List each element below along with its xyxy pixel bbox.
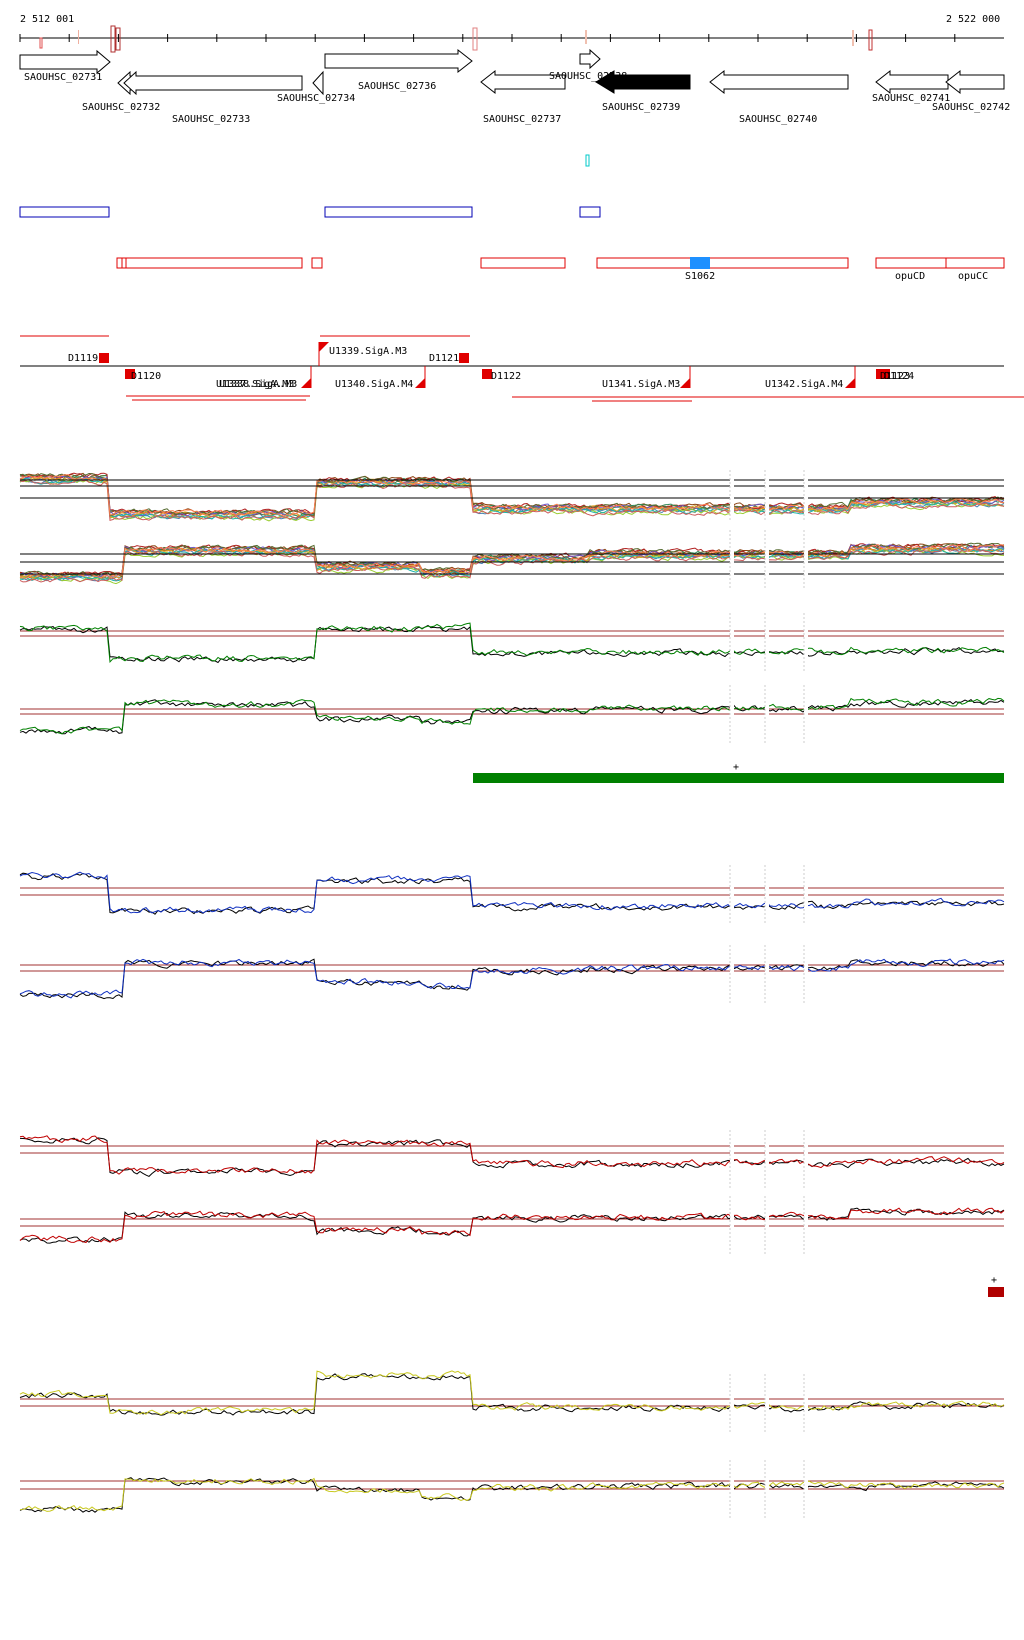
red-feature[interactable] — [596, 257, 849, 269]
red-feature-track: S1062 opuCD opuCC — [116, 257, 1005, 282]
gene-label: SAOUHSC_02731 — [24, 72, 102, 83]
red-reverse-track — [19, 1196, 1005, 1256]
blue-feature[interactable] — [19, 206, 110, 218]
segment-label: D1124 — [884, 371, 914, 382]
segment-label: D1123 — [880, 371, 910, 382]
gene-label: SAOUHSC_02742 — [932, 102, 1010, 113]
gene-saouhsc-02734[interactable]: SAOUHSC_02734 — [277, 70, 355, 104]
yellow-forward-track — [19, 1370, 1005, 1434]
ruler-ticks — [19, 34, 956, 42]
opucc-feature[interactable] — [945, 257, 1005, 269]
gene-label: SAOUHSC_02737 — [483, 114, 561, 125]
s1062-label: S1062 — [685, 271, 715, 282]
segment-label: D1121 — [429, 353, 459, 364]
gene-saouhsc-02742[interactable]: SAOUHSC_02742 — [932, 69, 1010, 113]
yellow-reverse-track — [19, 1460, 1005, 1520]
green-significance-track: + — [473, 762, 1004, 783]
gene-saouhsc-02739[interactable]: SAOUHSC_02739 — [595, 70, 691, 113]
opucd-label: opuCD — [895, 271, 925, 282]
gene-saouhsc-02737[interactable]: SAOUHSC_02737 — [480, 69, 566, 125]
red-significance-track: + — [988, 1275, 1004, 1297]
gene-label: SAOUHSC_02740 — [739, 114, 817, 125]
segment-label: D1122 — [491, 371, 521, 382]
green-plus-marker: + — [733, 762, 739, 773]
blue-forward-track — [19, 865, 1005, 925]
segment-label: D1119 — [68, 353, 98, 364]
gene-saouhsc-02738[interactable]: SAOUHSC_02738 — [549, 48, 627, 82]
red-feature[interactable] — [311, 257, 323, 269]
blue-reverse-track — [19, 945, 1005, 1005]
cyan-feature[interactable] — [585, 154, 590, 167]
opucc-label: opuCC — [958, 271, 988, 282]
gene-label: SAOUHSC_02741 — [872, 93, 950, 104]
multi-condition-reverse-track — [19, 530, 1005, 590]
gene-label: SAOUHSC_02732 — [82, 102, 160, 113]
green-reverse-track — [19, 685, 1005, 745]
red-forward-track — [19, 1130, 1005, 1190]
opucd-feature[interactable] — [875, 257, 947, 269]
gene-saouhsc-02741[interactable]: SAOUHSC_02741 — [872, 69, 950, 104]
segment-label: U1338.SigA.M3 — [219, 379, 297, 390]
green-forward-track — [19, 613, 1005, 673]
blue-feature-track — [19, 206, 601, 218]
gene-saouhsc-02731[interactable]: SAOUHSC_02731 — [19, 49, 111, 83]
end-coordinate: 2 522 000 — [946, 14, 1000, 25]
gene-saouhsc-02740[interactable]: SAOUHSC_02740 — [709, 69, 849, 125]
blue-feature[interactable] — [324, 206, 473, 218]
coordinate-ruler: 2 512 001 2 522 000 — [19, 14, 1004, 53]
gene-label: SAOUHSC_02733 — [172, 114, 250, 125]
start-coordinate: 2 512 001 — [20, 14, 74, 25]
red-plus-marker: + — [991, 1275, 997, 1286]
ruler-markers — [39, 25, 873, 53]
segment-label: U1339.SigA.M3 — [329, 346, 407, 357]
red-feature[interactable] — [480, 257, 566, 269]
gene-label: SAOUHSC_02736 — [358, 81, 436, 92]
green-significance-bar[interactable] — [473, 773, 1004, 783]
segment-label: U1341.SigA.M3 — [602, 379, 680, 390]
gene-label: SAOUHSC_02739 — [602, 102, 680, 113]
segment-label: D1120 — [131, 371, 161, 382]
gene-saouhsc-02736[interactable]: SAOUHSC_02736 — [324, 48, 473, 92]
gene-label: SAOUHSC_02738 — [549, 71, 627, 82]
s1062-feature[interactable] — [690, 257, 710, 269]
red-significance-bar[interactable] — [988, 1287, 1004, 1297]
segment-label: U1342.SigA.M4 — [765, 379, 843, 390]
gene-label: SAOUHSC_02734 — [277, 93, 355, 104]
multi-condition-forward-track — [19, 470, 1005, 522]
gene-saouhsc-02733[interactable]: SAOUHSC_02733 — [123, 70, 303, 125]
segment-label: U1337.SigA.M3 — [216, 379, 294, 390]
segment-label: U1340.SigA.M4 — [335, 379, 413, 390]
blue-feature[interactable] — [579, 206, 601, 218]
red-feature[interactable] — [116, 257, 303, 269]
gene-track: SAOUHSC_02731 SAOUHSC_02732 SAOUHSC_0273… — [19, 48, 1010, 125]
segmentation-track: D1119 D1120 U1337.SigA.M3 U1338.SigA.M3 … — [20, 335, 1024, 402]
